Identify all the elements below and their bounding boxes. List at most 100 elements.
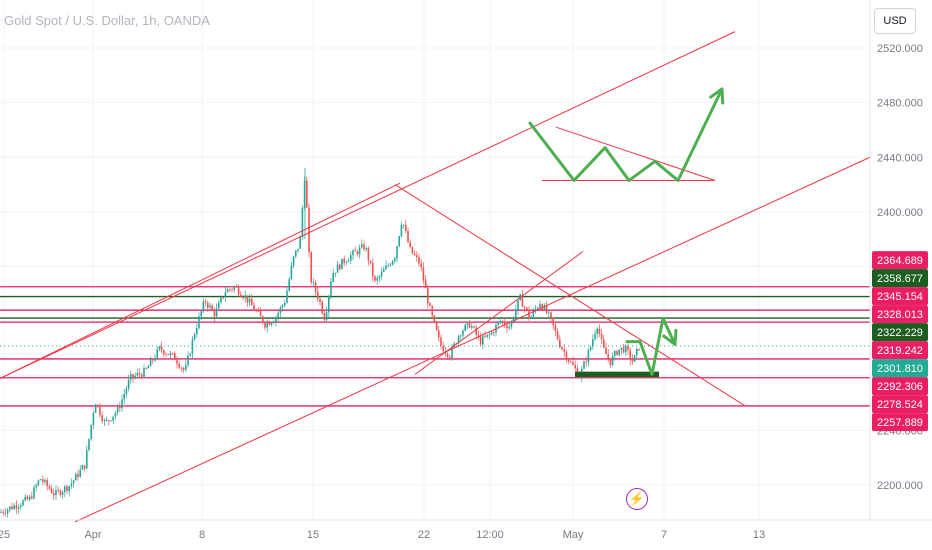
price-label-box xyxy=(872,377,928,396)
candle-body xyxy=(541,303,543,310)
flash-icon[interactable]: ⚡ xyxy=(626,488,648,510)
candle-body xyxy=(299,237,301,249)
candle-body xyxy=(534,308,537,311)
candle-body xyxy=(48,486,51,489)
candle-body xyxy=(457,336,460,344)
candle-body xyxy=(475,327,477,335)
candle-body xyxy=(532,310,535,317)
candle-body xyxy=(86,450,88,469)
support-box xyxy=(575,371,659,378)
candle-body xyxy=(193,334,196,340)
candle-body xyxy=(20,505,22,507)
candle-body xyxy=(35,485,37,488)
candle-body xyxy=(90,424,92,439)
candle-body xyxy=(363,244,365,250)
candle-body xyxy=(79,469,81,477)
candle-body xyxy=(398,236,400,247)
candle-body xyxy=(394,258,396,261)
price-label: 2345.154 xyxy=(877,291,923,303)
candle-body xyxy=(125,388,128,395)
candle-body xyxy=(202,301,205,312)
price-label: 2278.524 xyxy=(877,399,923,411)
candle-body xyxy=(264,322,266,328)
candle-body xyxy=(308,207,310,253)
x-tick-label: 12:00 xyxy=(476,529,504,541)
candle-body xyxy=(526,307,528,310)
symbol-title: Gold Spot / U.S. Dollar, 1h, OANDA xyxy=(4,13,210,28)
candle-body xyxy=(57,490,59,491)
candle-body xyxy=(61,492,64,496)
candle-body xyxy=(433,315,436,322)
candle-body xyxy=(83,465,86,469)
candle-body xyxy=(116,406,119,414)
candle-body xyxy=(288,279,290,291)
candle-body xyxy=(380,271,383,277)
candle-body xyxy=(180,367,183,369)
candle-body xyxy=(462,330,464,336)
candle-body xyxy=(68,485,70,491)
candle-body xyxy=(255,310,257,312)
candle-body xyxy=(508,326,510,329)
candle-body xyxy=(141,374,143,377)
candle-body xyxy=(611,355,614,365)
price-label-box xyxy=(872,305,928,324)
price-label: 2292.306 xyxy=(877,381,923,393)
candle-body xyxy=(15,505,18,509)
candle-body xyxy=(268,322,271,325)
candle-body xyxy=(539,303,541,308)
candle-body xyxy=(587,350,590,363)
candle-body xyxy=(130,374,132,380)
candle-body xyxy=(286,290,288,303)
candle-body xyxy=(24,496,26,501)
candle-body xyxy=(72,480,75,484)
price-label: 2319.242 xyxy=(877,345,923,357)
candle-body xyxy=(354,250,356,252)
price-label: 2364.689 xyxy=(877,255,923,267)
candle-body xyxy=(468,322,471,328)
trend-drawings xyxy=(0,31,871,523)
candle-body xyxy=(464,324,466,331)
candle-body xyxy=(132,374,134,378)
currency-button[interactable]: USD xyxy=(874,8,916,34)
x-tick-label: Apr xyxy=(84,529,101,541)
candle-body xyxy=(323,313,326,320)
candle-body xyxy=(259,311,262,317)
candle-body xyxy=(55,490,57,496)
price-label: 2322.229 xyxy=(877,327,923,339)
candle-body xyxy=(4,512,7,514)
candle-body xyxy=(548,312,550,314)
candle-body xyxy=(466,322,469,325)
candle-body xyxy=(163,350,165,355)
x-tick-label: 8 xyxy=(199,529,205,541)
candle-body xyxy=(237,287,240,295)
candle-body xyxy=(94,404,97,413)
candle-body xyxy=(182,368,185,370)
triangle-line xyxy=(555,126,716,181)
time-axis[interactable]: 25 Apr 8 15 22 12:00 May 7 13 xyxy=(0,519,932,541)
price-label: 2301.810 xyxy=(877,363,923,375)
candle-body xyxy=(121,399,123,409)
candle-body xyxy=(374,276,376,281)
candle-body xyxy=(160,346,163,351)
candle-body xyxy=(169,353,172,356)
candle-body xyxy=(11,506,13,510)
candle-body xyxy=(235,286,238,288)
candle-body xyxy=(158,346,161,350)
candle-body xyxy=(328,295,330,313)
candle-body xyxy=(561,347,563,350)
candle-body xyxy=(563,349,565,352)
candle-body xyxy=(26,496,29,500)
candle-body xyxy=(253,305,255,311)
candle-body xyxy=(88,438,90,451)
candle-body xyxy=(391,260,394,265)
candle-body xyxy=(543,305,546,310)
candlesticks xyxy=(0,168,640,518)
candle-body xyxy=(277,313,279,318)
candle-body xyxy=(134,375,136,378)
candle-body xyxy=(598,328,601,334)
candle-body xyxy=(435,321,438,331)
candle-body xyxy=(290,265,293,280)
candle-body xyxy=(321,302,323,314)
candle-body xyxy=(101,415,103,422)
